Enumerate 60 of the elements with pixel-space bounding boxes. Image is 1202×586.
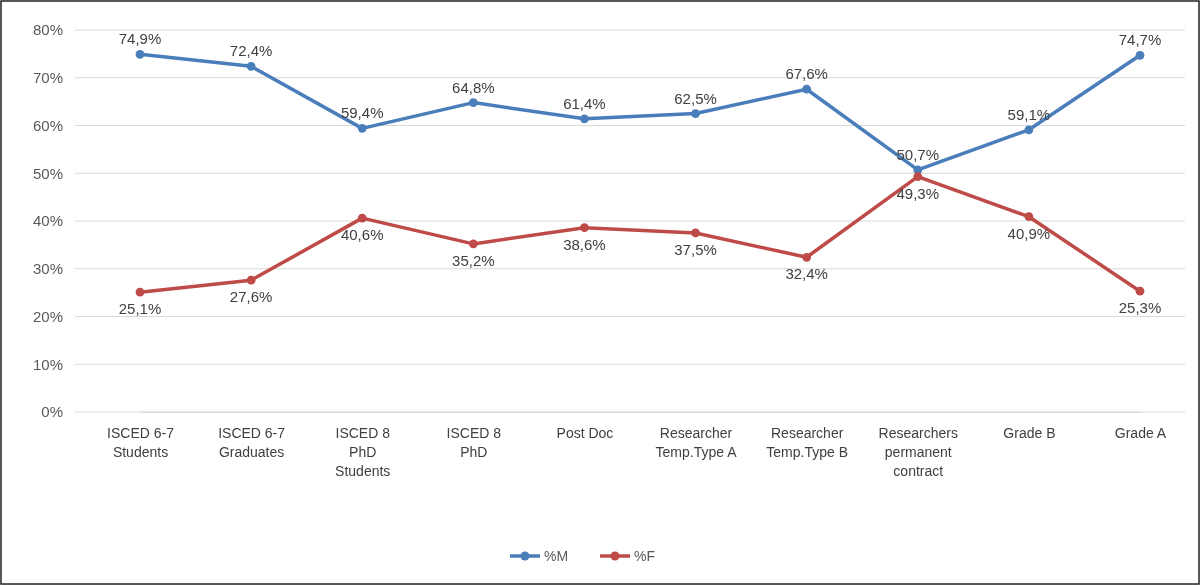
y-tick-label: 30% — [32, 260, 63, 278]
x-tick-label: Post Doc — [556, 425, 614, 441]
point — [691, 228, 700, 238]
data-label: 37,5% — [674, 240, 717, 258]
point — [580, 223, 589, 233]
data-label: 67,6% — [785, 65, 828, 83]
point — [691, 109, 700, 118]
x-tick-label: Grade B — [1003, 425, 1056, 441]
data-label: 61,4% — [563, 94, 606, 112]
point — [357, 124, 367, 133]
y-tick-label: 80% — [32, 21, 63, 39]
point — [135, 287, 145, 297]
point — [802, 84, 812, 94]
data-label: 59,1% — [1007, 105, 1051, 123]
data-label: 64,8% — [452, 78, 495, 96]
x-tick-label: Researcher Temp.Type B — [766, 425, 849, 460]
point — [468, 239, 478, 249]
data-label: 74,9% — [118, 30, 162, 48]
x-tick-label: ISCED 8 PhD Students — [335, 425, 391, 479]
data-label: 50,7% — [896, 145, 940, 163]
y-tick-label: 10% — [32, 355, 63, 373]
point — [246, 61, 256, 71]
y-tick-label: 20% — [32, 307, 63, 325]
legend-label: %M — [544, 548, 569, 564]
data-label: 32,4% — [785, 265, 828, 283]
point — [580, 114, 589, 124]
point — [246, 275, 256, 285]
data-label: 27,6% — [229, 288, 273, 306]
point — [802, 252, 812, 262]
point — [1024, 125, 1034, 135]
point — [357, 213, 367, 223]
point — [135, 49, 145, 59]
data-label: 62,5% — [674, 89, 717, 107]
y-tick-label: 0% — [41, 403, 63, 421]
data-label: 38,6% — [563, 235, 606, 253]
data-label: 35,2% — [452, 251, 495, 269]
point — [1135, 286, 1145, 296]
x-tick-label: Researchers permanent contract — [878, 425, 958, 479]
x-tick-label: ISCED 6-7 Students — [107, 425, 175, 460]
x-tick-label: Grade A — [1114, 425, 1167, 441]
data-label: 25,3% — [1118, 299, 1162, 317]
data-label: 49,3% — [896, 184, 940, 202]
data-label: 40,9% — [1007, 224, 1051, 242]
y-tick-label: 40% — [32, 212, 63, 230]
data-label: 74,7% — [1118, 31, 1162, 49]
x-tick-label: ISCED 6-7 Graduates — [218, 425, 286, 460]
x-tick-label: Researcher Temp.Type A — [655, 425, 738, 460]
y-tick-label: 70% — [32, 69, 63, 87]
y-tick-label: 60% — [32, 116, 63, 134]
data-label: 59,4% — [340, 104, 384, 122]
point — [468, 98, 478, 107]
y-tick-label: 50% — [32, 164, 63, 182]
point — [1024, 212, 1034, 222]
data-label: 25,1% — [118, 300, 162, 318]
legend-label: %F — [634, 548, 655, 564]
point — [1135, 50, 1145, 60]
x-tick-label: ISCED 8 PhD — [446, 425, 502, 460]
data-label: 72,4% — [229, 42, 273, 60]
point — [913, 172, 923, 181]
data-label: 40,6% — [340, 226, 384, 244]
